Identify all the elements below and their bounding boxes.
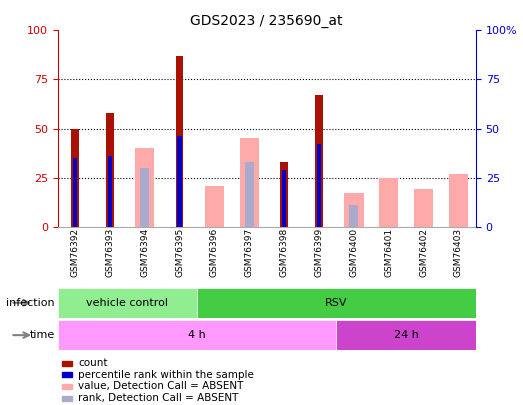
Bar (344, 194, 363, 227)
Bar (58, 320, 336, 350)
Bar (349, 205, 358, 227)
Bar (177, 136, 182, 227)
Bar (73, 158, 77, 227)
Text: RSV: RSV (325, 298, 348, 308)
Bar (106, 113, 113, 227)
Bar (62, 396, 72, 401)
Bar (62, 372, 72, 377)
Bar (176, 56, 183, 227)
Bar (140, 168, 149, 227)
Bar (62, 384, 72, 389)
Bar (58, 288, 197, 318)
Bar (197, 288, 476, 318)
Text: value, Detection Call = ABSENT: value, Detection Call = ABSENT (78, 381, 244, 391)
Text: 4 h: 4 h (188, 330, 206, 340)
Bar (135, 148, 154, 227)
Text: 24 h: 24 h (394, 330, 418, 340)
Bar (240, 139, 259, 227)
Bar (414, 190, 433, 227)
Text: vehicle control: vehicle control (86, 298, 168, 308)
Bar (449, 174, 468, 227)
Text: rank, Detection Call = ABSENT: rank, Detection Call = ABSENT (78, 393, 239, 403)
Bar (205, 185, 224, 227)
Bar (315, 95, 323, 227)
Text: count: count (78, 358, 108, 369)
Text: time: time (30, 330, 55, 340)
Text: percentile rank within the sample: percentile rank within the sample (78, 370, 254, 379)
Bar (245, 162, 254, 227)
Bar (108, 156, 112, 227)
Bar (336, 320, 476, 350)
Bar (317, 144, 321, 227)
Bar (379, 178, 399, 227)
Bar (282, 170, 287, 227)
Bar (71, 129, 78, 227)
Title: GDS2023 / 235690_at: GDS2023 / 235690_at (190, 14, 343, 28)
Text: infection: infection (6, 298, 55, 308)
Bar (62, 361, 72, 366)
Bar (280, 162, 288, 227)
